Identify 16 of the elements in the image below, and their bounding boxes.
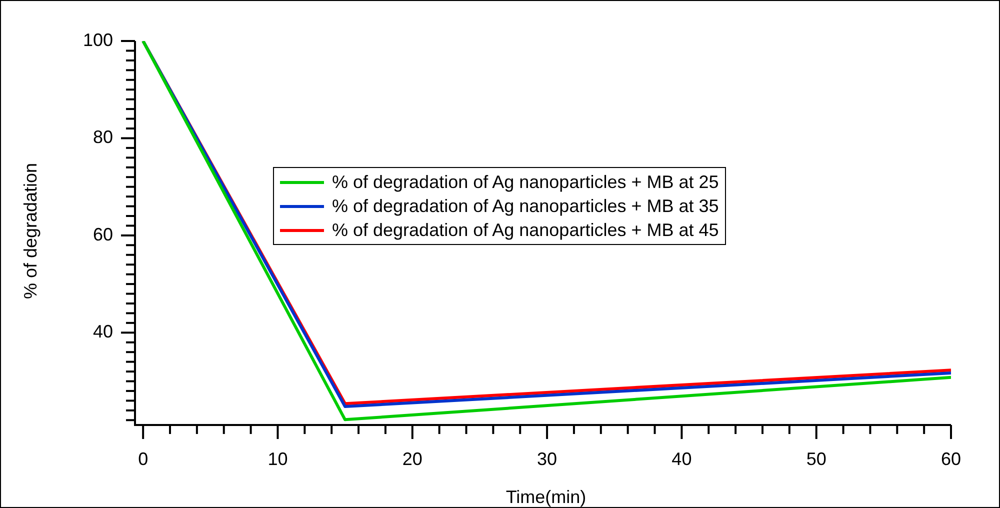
y-tick-label: 100 xyxy=(82,30,113,50)
x-tick-label: 60 xyxy=(940,448,962,469)
x-axis-title: Time(min) xyxy=(506,487,586,508)
y-tick-label: 80 xyxy=(92,127,113,148)
x-tick-label: 0 xyxy=(138,448,148,469)
x-tick-label: 20 xyxy=(402,448,422,469)
legend-label: % of degradation of Ag nanoparticles + MB at 25 xyxy=(332,171,719,194)
legend-label: % of degradation of Ag nanoparticles + MB at 35 xyxy=(332,195,719,218)
legend-label: % of degradation of Ag nanoparticles + MB at 45 xyxy=(332,219,719,242)
y-axis-title: % of degradation xyxy=(20,162,42,300)
y-tick-label: 60 xyxy=(92,224,113,244)
x-tick-label: 50 xyxy=(806,448,826,469)
y-tick-label: 40 xyxy=(92,322,113,342)
x-tick-label: 40 xyxy=(672,448,692,469)
x-tick-label: 30 xyxy=(537,448,558,469)
x-tick-label: 10 xyxy=(268,448,288,469)
